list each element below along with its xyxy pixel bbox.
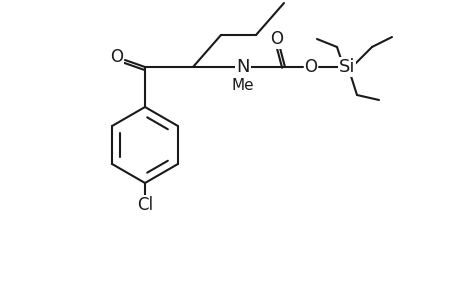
Text: Cl: Cl — [137, 196, 153, 214]
Text: N: N — [236, 58, 249, 76]
Text: Si: Si — [338, 58, 354, 76]
Text: O: O — [304, 58, 317, 76]
Text: O: O — [270, 30, 283, 48]
Text: Me: Me — [231, 77, 254, 92]
Text: O: O — [110, 48, 123, 66]
